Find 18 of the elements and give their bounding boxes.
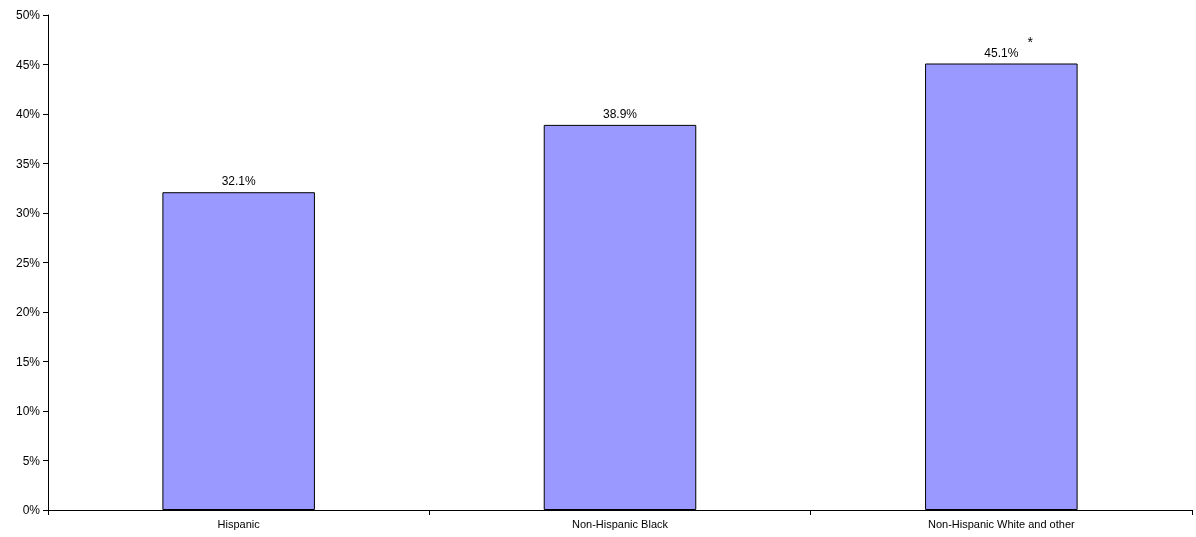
y-tick-label: 15% [15, 354, 41, 369]
y-tick-label: 35% [15, 156, 41, 171]
y-tick-label: 20% [15, 305, 41, 319]
y-tick-label: 10% [15, 404, 41, 418]
x-tick-label: Non-Hispanic White and other [927, 517, 1076, 530]
x-tick-label: Non-Hispanic Black [572, 517, 669, 530]
data-label: 32.1% [221, 174, 257, 189]
data-label: 45.1% [984, 45, 1019, 60]
x-tick-label: Hispanic [217, 517, 261, 530]
y-tick-label: 40% [15, 107, 41, 121]
y-tick-label: 30% [15, 206, 41, 220]
y-tick-label: 5% [22, 453, 41, 468]
y-tick-label: 0% [22, 503, 41, 517]
annotation: * [1027, 33, 1034, 50]
data-label: 38.9% [602, 106, 638, 121]
y-tick-label: 50% [15, 8, 41, 22]
y-tick-label: 45% [15, 57, 41, 72]
y-tick-label: 25% [15, 255, 41, 270]
